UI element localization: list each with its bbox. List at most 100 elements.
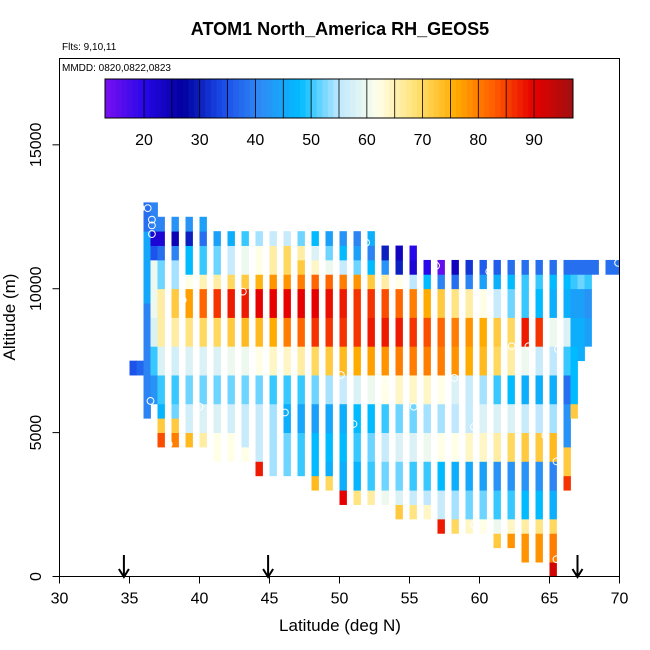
heatmap-cell bbox=[283, 375, 291, 405]
heatmap-cell bbox=[535, 375, 543, 405]
heatmap-cell bbox=[577, 288, 585, 318]
heatmap-cell bbox=[353, 461, 361, 491]
heatmap-cell bbox=[493, 533, 501, 549]
heatmap-cell bbox=[157, 259, 165, 290]
heatmap-cell bbox=[451, 403, 459, 434]
heatmap-cell bbox=[213, 403, 221, 434]
heatmap-cell bbox=[479, 317, 487, 347]
colorbar-segment bbox=[344, 79, 351, 118]
heatmap-cell bbox=[465, 375, 473, 405]
x-tick-label: 50 bbox=[331, 591, 349, 608]
heatmap-cell bbox=[367, 346, 375, 376]
heatmap-cell bbox=[353, 346, 361, 376]
heatmap-cell bbox=[521, 259, 529, 275]
heatmap-cell bbox=[269, 375, 277, 405]
heatmap-cell bbox=[150, 317, 158, 347]
heatmap-cell bbox=[353, 274, 361, 290]
arrow-head bbox=[118, 568, 130, 579]
heatmap-cell bbox=[339, 403, 347, 434]
colorbar-segment bbox=[495, 79, 502, 118]
heatmap-cell bbox=[325, 403, 333, 434]
heatmap-cell bbox=[255, 403, 263, 462]
heatmap-cell bbox=[423, 274, 431, 290]
colorbar-tick-label: 80 bbox=[469, 132, 487, 149]
colorbar-segment bbox=[155, 79, 162, 118]
heatmap-cell bbox=[157, 375, 165, 405]
heatmap-cell bbox=[395, 375, 403, 405]
y-tick-label: 10000 bbox=[28, 266, 45, 311]
heatmap-cell bbox=[353, 375, 361, 405]
heatmap-cell bbox=[311, 317, 319, 347]
heatmap-cell bbox=[297, 432, 305, 462]
colorbar-segment bbox=[261, 79, 268, 118]
heatmap-cell bbox=[479, 346, 487, 376]
heatmap-cell bbox=[367, 245, 375, 261]
heatmap-cell bbox=[241, 346, 249, 376]
heatmap-cell bbox=[297, 403, 305, 434]
heatmap-cell bbox=[339, 432, 347, 462]
heatmap-cell bbox=[584, 317, 592, 347]
heatmap-cell bbox=[437, 518, 445, 534]
colorbar-segment bbox=[556, 79, 563, 118]
heatmap-cell bbox=[570, 346, 578, 405]
observation-marker bbox=[362, 238, 371, 247]
colorbar-segment bbox=[567, 79, 574, 118]
colorbar-tick-label: 90 bbox=[525, 132, 543, 149]
dates-note: MMDD: 0820,0822,0823 bbox=[62, 63, 171, 74]
heatmap-cell bbox=[129, 360, 137, 376]
heatmap-cell bbox=[311, 375, 319, 405]
heatmap-cell bbox=[241, 375, 249, 405]
colorbar-segment bbox=[300, 79, 307, 118]
observation-marker bbox=[507, 342, 516, 351]
heatmap-cell bbox=[409, 288, 417, 318]
heatmap-cell bbox=[535, 288, 543, 318]
colorbar-segment bbox=[144, 79, 151, 118]
heatmap-cell bbox=[549, 346, 557, 376]
heatmap-cell bbox=[437, 317, 445, 347]
heatmap-cell bbox=[325, 346, 333, 376]
colorbar-segment bbox=[539, 79, 546, 118]
heatmap-cell bbox=[549, 562, 557, 577]
heatmap-cell bbox=[409, 346, 417, 376]
colorbar-segment bbox=[227, 79, 234, 118]
heatmap-cell bbox=[213, 274, 221, 290]
observation-marker bbox=[148, 221, 156, 230]
heatmap-cell bbox=[339, 490, 347, 505]
heatmap-cell bbox=[283, 245, 291, 275]
colorbar-segment bbox=[171, 79, 178, 118]
heatmap-cell bbox=[227, 245, 235, 275]
colorbar-segment bbox=[105, 79, 112, 118]
heatmap-cell bbox=[199, 288, 207, 318]
heatmap-cell bbox=[409, 274, 417, 290]
heatmap-cell bbox=[409, 490, 417, 505]
heatmap-cell bbox=[241, 447, 249, 462]
heatmap-cell bbox=[437, 432, 445, 462]
observation-marker bbox=[524, 342, 533, 351]
heatmap-cell bbox=[493, 375, 501, 405]
heatmap-cell bbox=[409, 259, 417, 275]
colorbar-tick-label: 50 bbox=[302, 132, 320, 149]
heatmap-cell bbox=[451, 274, 459, 290]
heatmap-cell bbox=[423, 490, 431, 505]
heatmap-cell bbox=[297, 231, 305, 246]
x-tick-label: 55 bbox=[401, 591, 419, 608]
colorbar-segment bbox=[361, 79, 368, 118]
heatmap-cell bbox=[570, 317, 578, 347]
heatmap-cell bbox=[311, 346, 319, 376]
observation-marker bbox=[281, 408, 289, 417]
heatmap-cell bbox=[199, 216, 207, 232]
observation-marker bbox=[552, 555, 561, 564]
heatmap-cell bbox=[171, 216, 179, 232]
heatmap-cell bbox=[381, 274, 389, 290]
heatmap-cell bbox=[563, 403, 571, 448]
heatmap-cell bbox=[283, 231, 291, 246]
colorbar-segment bbox=[472, 79, 479, 118]
heatmap-cell bbox=[199, 375, 207, 405]
heatmap-cell bbox=[535, 533, 543, 563]
observation-marker bbox=[409, 402, 418, 411]
heatmap-cell bbox=[339, 288, 347, 318]
colorbar-segment bbox=[522, 79, 529, 118]
heatmap-cell bbox=[549, 490, 557, 520]
heatmap-cell bbox=[269, 231, 277, 246]
colorbar-segment bbox=[183, 79, 190, 118]
